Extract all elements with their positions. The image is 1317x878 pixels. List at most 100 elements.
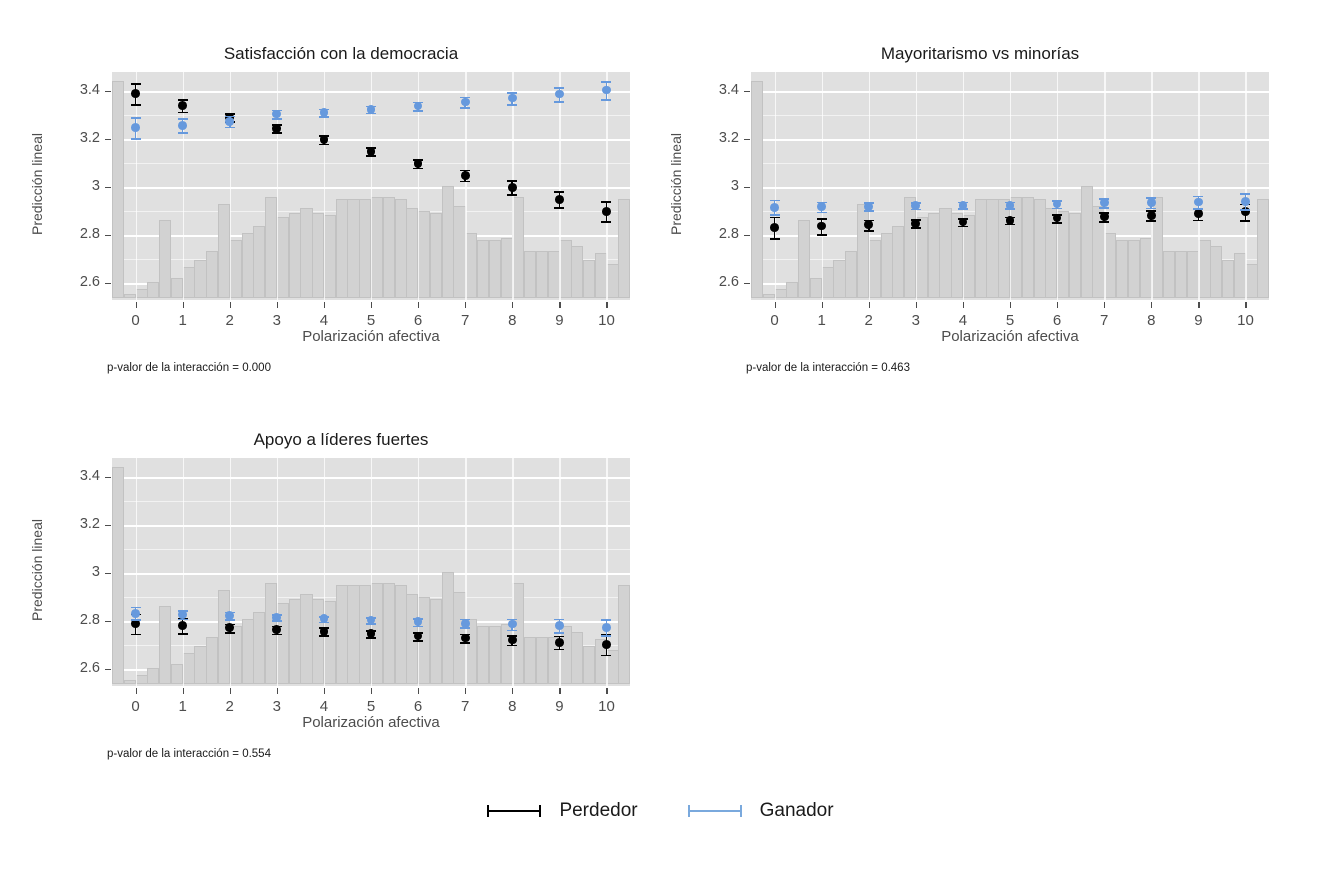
error-bar-cap (130, 633, 141, 636)
histogram-bar (253, 612, 266, 684)
histogram-bar (547, 250, 560, 298)
x-tickmark (512, 688, 514, 694)
y-tickmark (105, 187, 111, 189)
x-tickmark (135, 302, 137, 308)
x-tickmark (229, 688, 231, 694)
x-tickmark (323, 688, 326, 694)
x-tickmark (1010, 302, 1012, 308)
errorbar-key-icon (483, 801, 545, 821)
histogram-bar (582, 645, 596, 684)
histogram-bar (1115, 239, 1129, 298)
x-tickmark (276, 302, 278, 308)
histogram-bar (1139, 237, 1152, 298)
x-tickmark (182, 688, 184, 694)
histogram-bar (1033, 199, 1046, 298)
error-bar-cap (413, 639, 424, 642)
histogram-bar (241, 619, 254, 684)
error-bar-cap (1193, 208, 1204, 210)
data-point (1005, 200, 1015, 210)
error-bar-cap (1146, 220, 1157, 222)
y-tickmark (105, 525, 111, 527)
data-point (272, 109, 282, 119)
y-tick-label: 3.4 (79, 468, 100, 485)
chart-legend: Perdedor Ganador (0, 800, 1317, 822)
data-point (178, 120, 188, 130)
histogram-bar (300, 594, 313, 684)
data-point (413, 631, 423, 641)
data-point (272, 625, 282, 634)
histogram-bar (217, 589, 231, 684)
error-bar-cap (177, 132, 188, 135)
data-point (507, 635, 517, 645)
x-axis-label: Polarización afectiva (302, 328, 440, 345)
data-point (225, 611, 235, 621)
x-tick-label: 5 (366, 312, 376, 329)
y-tick-label: 3 (91, 178, 100, 195)
y-tickmark (744, 139, 750, 141)
histogram-bar (833, 259, 846, 298)
data-point (1241, 207, 1250, 217)
p-value-annotation: p-valor de la interacción = 0.554 (107, 748, 271, 760)
y-tick-label: 2.8 (718, 226, 739, 243)
gridline-x (465, 458, 467, 686)
x-tick-label: 5 (366, 698, 376, 715)
data-point (272, 613, 282, 622)
gridline-x (1198, 72, 1200, 300)
error-bar-cap (1099, 221, 1110, 223)
error-bar-cap (460, 180, 471, 183)
error-bar-cap (601, 654, 612, 657)
x-tick-label: 5 (1005, 312, 1015, 329)
x-tick-label: 3 (272, 698, 281, 715)
data-point (554, 89, 564, 99)
data-point (1005, 215, 1015, 225)
gridline-x (774, 72, 776, 300)
x-tickmark (371, 688, 373, 694)
histogram-bar (1068, 212, 1082, 298)
error-bar-cap (554, 635, 565, 638)
error-bar-cap (1240, 209, 1251, 211)
histogram-bar (1163, 250, 1176, 298)
x-tickmark (276, 688, 278, 694)
x-tick-label: 7 (461, 698, 470, 715)
histogram-bar (582, 259, 596, 298)
histogram-bar (182, 652, 195, 684)
histogram-bar (147, 668, 160, 684)
histogram-bar (762, 293, 775, 298)
error-bar-cap (601, 619, 612, 621)
error-bar-cap (769, 238, 780, 240)
data-point (1052, 213, 1062, 223)
gridline-x (821, 72, 824, 300)
data-point (319, 614, 329, 624)
x-tick-label: 6 (413, 312, 423, 329)
x-tickmark (1057, 302, 1059, 308)
histogram-bar (535, 250, 548, 298)
error-bar-cap (413, 167, 424, 170)
error-bar-cap (130, 138, 141, 140)
data-point (1193, 209, 1203, 218)
x-tickmark (371, 302, 373, 308)
data-point (1146, 198, 1156, 208)
error-bar-cap (177, 618, 188, 621)
gridline-x (606, 72, 608, 300)
x-tick-label: 4 (958, 312, 968, 329)
gridline-x (135, 72, 137, 300)
histogram-bar (206, 636, 219, 684)
error-bar-cap (318, 115, 329, 118)
error-bar-cap (1146, 197, 1157, 199)
y-tick-label: 2.8 (79, 226, 100, 243)
histogram-bar (892, 226, 905, 298)
data-point (319, 107, 329, 117)
x-tick-label: 8 (508, 698, 517, 715)
data-point (864, 220, 874, 230)
error-bar-cap (507, 103, 518, 106)
data-point (554, 621, 564, 630)
x-tick-label: 0 (131, 312, 140, 329)
data-point (1193, 197, 1203, 207)
histogram-bar (1210, 246, 1223, 298)
x-tick-label: 4 (319, 312, 329, 329)
histogram-bar (288, 212, 301, 298)
x-tick-label: 2 (864, 312, 873, 329)
data-point (319, 134, 329, 144)
histogram-bar (571, 632, 584, 684)
